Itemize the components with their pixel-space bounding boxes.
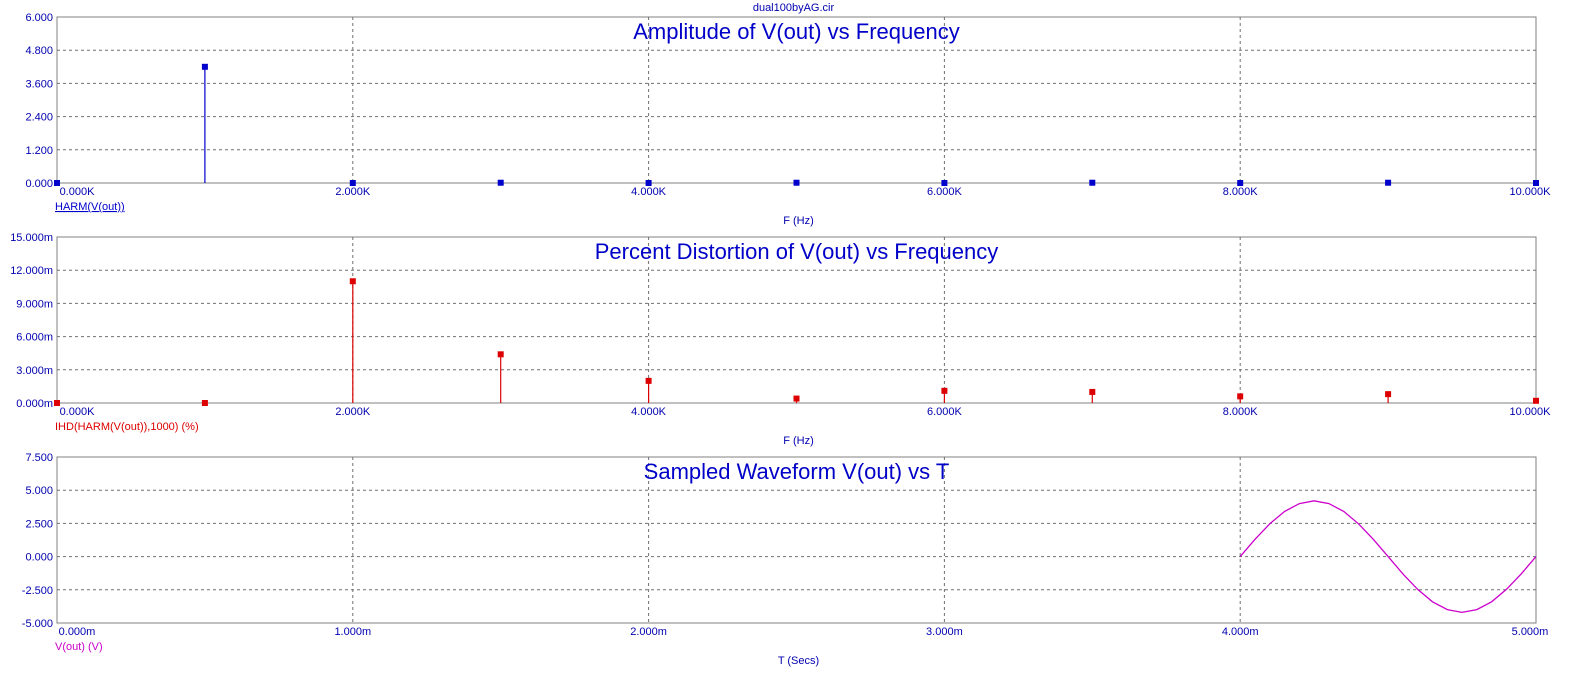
plot0-data-point	[497, 179, 504, 186]
plot0-data-point	[645, 180, 652, 186]
plot0-data-point	[54, 180, 60, 186]
amplitude-plot[interactable]: 0.000 1.200 2.400 3.600 4.800 6.000 0.000K 2.00…	[0, 0, 1587, 230]
plot0-data-point	[1385, 179, 1392, 186]
plot1-x-tick-label: 2.000K	[335, 406, 371, 418]
plot2-x-tick-label: 3.000m	[926, 626, 963, 638]
plot0-legend-entry: HARM(V(out))	[55, 201, 125, 213]
plot2-y-tick-label: 7.500	[25, 452, 53, 464]
waveform-plot-svg: -5.000 -2.500 0.000 2.500 5.000 7.500 0.000m 1.…	[22, 452, 1549, 667]
plot1-data-point	[645, 377, 652, 384]
plot0-y-tick-label: 6.000	[25, 12, 53, 24]
plot0-y-tick-label: 1.200	[25, 145, 53, 157]
plot0-y-tick-label: 4.800	[25, 45, 53, 57]
plot1-y-tick-label: 15.000m	[10, 232, 53, 244]
plot0-y-tick-label: 2.400	[25, 112, 53, 124]
amplitude-plot-svg: 0.000 1.200 2.400 3.600 4.800 6.000 0.000K 2.00…	[25, 12, 1552, 227]
plot2-x-tick-label: 1.000m	[334, 626, 371, 638]
plot1-x-tick-label: 8.000K	[1223, 406, 1259, 418]
plot2-x-tick-label: 4.000m	[1222, 626, 1259, 638]
plot1-y-tick-label: 12.000m	[10, 265, 53, 277]
plot0-x-tick-label: 0.000K	[60, 186, 96, 198]
plot2-y-tick-label: 2.500	[25, 518, 53, 530]
plot2-series-line	[1239, 500, 1537, 614]
plot1-data-point	[1237, 393, 1244, 400]
plot2-x-tick-label: 5.000m	[1512, 626, 1549, 638]
plot0-x-tick-label: 8.000K	[1223, 186, 1259, 198]
plot1-data-point	[54, 400, 60, 406]
plot0-title: Amplitude of V(out) vs Frequency	[633, 19, 959, 44]
plot1-x-tick-label: 6.000K	[927, 406, 963, 418]
plot0-y-tick-label: 0.000	[25, 178, 53, 190]
plot1-data-point	[1089, 388, 1096, 395]
distortion-plot-svg: 0.000m 3.000m 6.000m 9.000m 12.000m 15.000m 0.…	[10, 232, 1552, 447]
plot1-x-axis-label: F (Hz)	[783, 435, 814, 447]
plot1-data-point	[941, 387, 948, 394]
plot2-title: Sampled Waveform V(out) vs T	[644, 459, 950, 484]
plot0-data-point	[941, 180, 948, 186]
plot0-x-tick-label: 2.000K	[335, 186, 371, 198]
plot1-data-point	[349, 278, 356, 285]
plot1-x-tick-label: 4.000K	[631, 406, 667, 418]
plot0-data-point	[1237, 180, 1244, 186]
plot0-data-point	[349, 180, 356, 186]
plot0-x-tick-label: 4.000K	[631, 186, 667, 198]
plot1-data-point	[1533, 397, 1539, 404]
plot0-data-point	[201, 63, 208, 70]
plot2-x-axis-label: T (Secs)	[778, 655, 819, 667]
waveform-plot[interactable]: -5.000 -2.500 0.000 2.500 5.000 7.500 0.000m 1.…	[0, 450, 1587, 682]
plot0-data-point	[793, 179, 800, 186]
plot1-data-point	[201, 400, 208, 406]
plot0-data-point	[1533, 180, 1539, 186]
plot1-data-point	[1385, 391, 1392, 398]
plot1-legend-entry: IHD(HARM(V(out)),1000) (%)	[55, 421, 199, 433]
plot1-y-tick-label: 6.000m	[16, 332, 53, 344]
plot2-frame	[56, 456, 1537, 624]
plot2-x-tick-label: 2.000m	[630, 626, 667, 638]
plot0-x-axis-label: F (Hz)	[783, 215, 814, 227]
distortion-plot[interactable]: 0.000m 3.000m 6.000m 9.000m 12.000m 15.000m 0.…	[0, 230, 1587, 450]
plot1-title: Percent Distortion of V(out) vs Frequenc…	[595, 239, 999, 264]
plot2-y-tick-label: -2.500	[22, 585, 53, 597]
plot2-legend-entry: V(out) (V)	[55, 641, 103, 653]
plot1-y-tick-label: 0.000m	[16, 398, 53, 410]
plot1-data-point	[793, 395, 800, 402]
plot1-x-tick-label: 10.000K	[1510, 406, 1552, 418]
window-title: dual100byAG.cir	[752, 2, 835, 14]
plot0-x-tick-label: 10.000K	[1510, 186, 1552, 198]
plot0-data-point	[1089, 179, 1096, 186]
plot0-y-tick-label: 3.600	[25, 78, 53, 90]
plot1-x-tick-label: 0.000K	[60, 406, 96, 418]
plot0-x-tick-label: 6.000K	[927, 186, 963, 198]
plot2-y-tick-label: 5.000	[25, 485, 53, 497]
plot2-x-tick-label: 0.000m	[59, 626, 96, 638]
plot1-data-point	[497, 351, 504, 358]
plot2-y-tick-label: 0.000	[25, 552, 53, 564]
plot1-y-tick-label: 3.000m	[16, 365, 53, 377]
plot2-y-tick-label: -5.000	[22, 618, 53, 630]
plot1-y-tick-label: 9.000m	[16, 298, 53, 310]
